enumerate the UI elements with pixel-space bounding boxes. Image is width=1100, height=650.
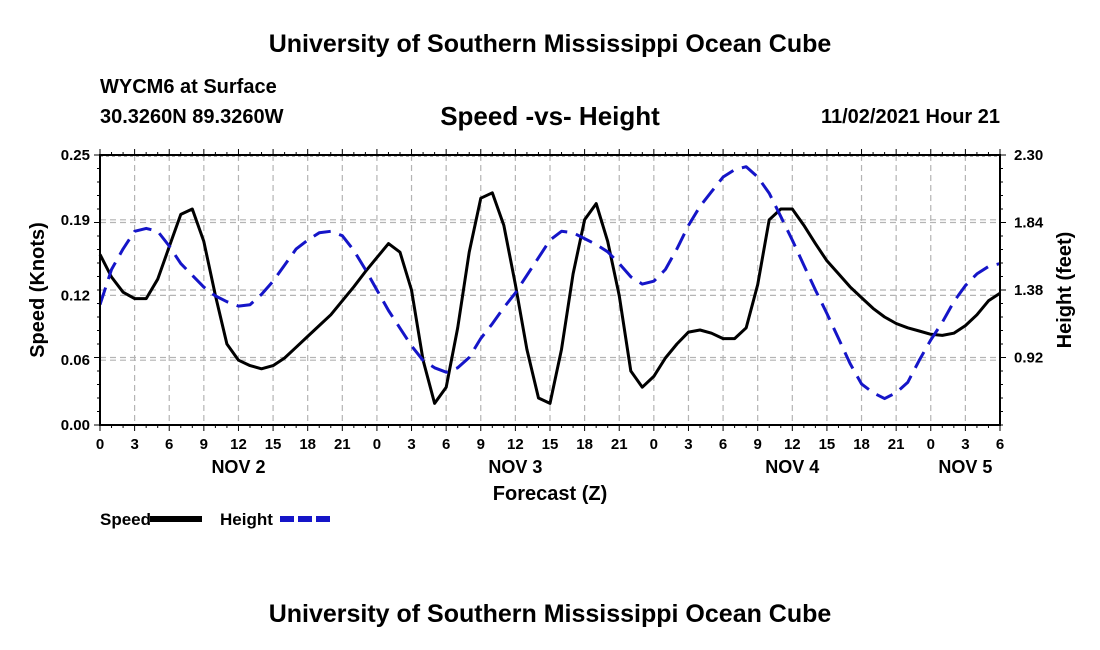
x-tick-label: 3 — [407, 436, 415, 453]
x-tick-label: 6 — [719, 436, 727, 453]
station-coords: 30.3260N 89.3260W — [100, 106, 284, 128]
legend: Speed Height — [100, 510, 332, 529]
y-tick-label: 0.00 — [61, 417, 90, 434]
x-tick-label: 6 — [442, 436, 450, 453]
axis-labels: 0.00 0.06 0.12 0.19 0.25 0.92 1.38 1.84 2.30 0 3 6 9… — [27, 147, 1076, 505]
x-tick-label: 21 — [888, 436, 905, 453]
day-label: NOV 2 — [211, 457, 265, 477]
x-tick-label: 9 — [754, 436, 762, 453]
x-tick-label: 15 — [819, 436, 836, 453]
x-tick-label: 15 — [542, 436, 559, 453]
y2-tick-label: 1.84 — [1014, 215, 1044, 232]
height-series-line — [98, 165, 1001, 401]
x-tick-label: 6 — [165, 436, 173, 453]
y-axis-title: Speed (Knots) — [27, 222, 49, 358]
forecast-datetime: 11/02/2021 Hour 21 — [820, 106, 1000, 128]
x-tick-label: 18 — [853, 436, 870, 453]
x-tick-label: 6 — [996, 436, 1004, 453]
chart-subtitle: Speed -vs- Height — [440, 101, 660, 131]
y2-tick-label: 0.92 — [1014, 350, 1043, 367]
x-tick-label: 9 — [477, 436, 485, 453]
x-tick-label: 3 — [961, 436, 969, 453]
legend-label-height: Height — [220, 510, 273, 529]
x-tick-label: 9 — [200, 436, 208, 453]
footer-title: University of Southern Mississippi Ocean… — [268, 600, 832, 628]
chart-title: University of Southern Mississippi Ocean… — [268, 30, 832, 58]
x-tick-label: 12 — [784, 436, 801, 453]
legend-label-speed: Speed — [100, 510, 151, 529]
x-tick-label: 21 — [334, 436, 351, 453]
x-tick-label: 15 — [265, 436, 282, 453]
y2-tick-label: 1.38 — [1014, 282, 1043, 299]
speed-series-line — [98, 191, 1001, 405]
grid — [100, 155, 1000, 425]
day-label: NOV 5 — [938, 457, 992, 477]
y-tick-label: 0.25 — [61, 147, 90, 164]
y2-axis-title: Height (feet) — [1054, 232, 1076, 349]
x-tick-label: 0 — [650, 436, 658, 453]
x-tick-label: 18 — [576, 436, 593, 453]
y-tick-label: 0.12 — [61, 287, 90, 304]
day-label: NOV 4 — [765, 457, 819, 477]
x-tick-label: 0 — [96, 436, 104, 453]
y2-tick-label: 2.30 — [1014, 147, 1043, 164]
series-lines — [98, 165, 1001, 405]
x-tick-label: 21 — [611, 436, 628, 453]
x-tick-label: 3 — [684, 436, 692, 453]
station-label: WYCM6 at Surface — [100, 76, 277, 98]
x-axis-title: Forecast (Z) — [493, 483, 607, 505]
y-tick-label: 0.06 — [61, 352, 90, 369]
day-label: NOV 3 — [488, 457, 542, 477]
x-tick-label: 0 — [373, 436, 381, 453]
x-tick-label: 12 — [230, 436, 247, 453]
y-tick-label: 0.19 — [61, 212, 90, 229]
x-tick-label: 0 — [927, 436, 935, 453]
x-tick-label: 3 — [130, 436, 138, 453]
x-tick-label: 12 — [507, 436, 524, 453]
x-tick-label: 18 — [299, 436, 316, 453]
plot-frame — [99, 154, 1001, 426]
